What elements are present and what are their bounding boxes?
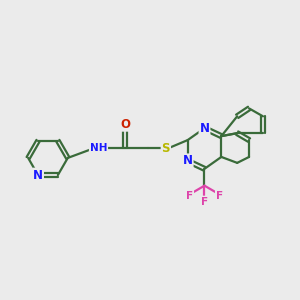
Text: S: S (162, 142, 170, 154)
Text: F: F (216, 190, 223, 201)
Text: N: N (183, 154, 193, 167)
Text: F: F (186, 190, 193, 201)
Text: O: O (120, 118, 130, 131)
Text: N: N (200, 122, 209, 135)
Text: F: F (201, 196, 208, 206)
Text: NH: NH (90, 143, 107, 153)
Text: N: N (33, 169, 43, 182)
